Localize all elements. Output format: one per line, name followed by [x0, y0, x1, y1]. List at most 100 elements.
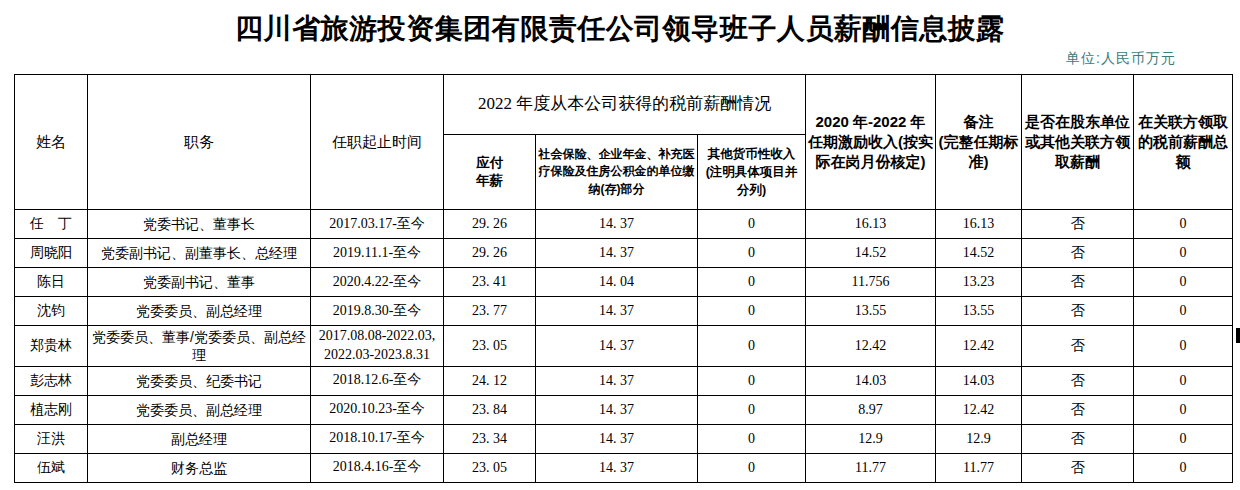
cell-position: 党委副书记、副董事长、总经理 [88, 239, 311, 268]
cell-related: 否 [1022, 210, 1134, 239]
cell-incentive: 12.9 [806, 424, 936, 453]
cell-related: 否 [1022, 297, 1134, 326]
cell-insurance: 14. 37 [536, 326, 698, 367]
col-header-related-party: 是否在股东单位或其他关联方领取薪酬 [1022, 75, 1134, 210]
cell-name: 任 丁 [15, 210, 88, 239]
cell-remark: 12.42 [936, 395, 1022, 424]
cell-remark: 12.9 [936, 424, 1022, 453]
cell-term: 2020.4.22-至今 [311, 268, 444, 297]
cell-related_total: 0 [1134, 424, 1233, 453]
col-header-position: 职务 [88, 75, 311, 210]
cell-annual: 23. 77 [444, 297, 536, 326]
cell-insurance: 14. 37 [536, 395, 698, 424]
cell-annual: 23. 05 [444, 453, 536, 482]
salary-table: 姓名 职务 任职起止时间 2022 年度从本公司获得的税前薪酬情况 2020 年… [14, 74, 1233, 483]
cell-name: 彭志林 [15, 366, 88, 395]
cell-annual: 29. 26 [444, 210, 536, 239]
unit-label: 单位:人民币万元 [0, 48, 1176, 68]
cell-position: 财务总监 [88, 453, 311, 482]
cell-position: 副总经理 [88, 424, 311, 453]
col-header-name: 姓名 [15, 75, 88, 210]
cell-annual: 23. 84 [444, 395, 536, 424]
cell-annual: 23. 05 [444, 326, 536, 367]
cell-incentive: 8.97 [806, 395, 936, 424]
cell-incentive: 16.13 [806, 210, 936, 239]
cell-related_total: 0 [1134, 297, 1233, 326]
cell-remark: 13.55 [936, 297, 1022, 326]
cell-remark: 13.23 [936, 268, 1022, 297]
cell-annual: 24. 12 [444, 366, 536, 395]
table-row: 伍斌财务总监2018.4.16-至今23. 0514. 37011.7711.7… [15, 453, 1233, 482]
cell-name: 郑贵林 [15, 326, 88, 367]
cell-insurance: 14. 37 [536, 453, 698, 482]
cell-related: 否 [1022, 366, 1134, 395]
cell-related_total: 0 [1134, 326, 1233, 367]
table-row: 陈日党委副书记、董事2020.4.22-至今23. 4114. 04011.75… [15, 268, 1233, 297]
cell-insurance: 14. 37 [536, 424, 698, 453]
cell-incentive: 11.77 [806, 453, 936, 482]
cell-position: 党委副书记、董事 [88, 268, 311, 297]
cell-related: 否 [1022, 326, 1134, 367]
cell-term: 2019.11.1-至今 [311, 239, 444, 268]
cell-other: 0 [698, 366, 806, 395]
col-header-related-salary: 在关联方领取的税前薪酬总额 [1134, 75, 1233, 210]
cell-other: 0 [698, 453, 806, 482]
cell-other: 0 [698, 297, 806, 326]
cell-other: 0 [698, 268, 806, 297]
cell-name: 陈日 [15, 268, 88, 297]
cell-related: 否 [1022, 239, 1134, 268]
table-row: 郑贵林党委委员、董事/党委委员、副总经理2017.08.08-2022.03, … [15, 326, 1233, 367]
cell-insurance: 14. 37 [536, 366, 698, 395]
cell-other: 0 [698, 239, 806, 268]
cell-name: 沈钧 [15, 297, 88, 326]
cell-related_total: 0 [1134, 395, 1233, 424]
cell-name: 周晓阳 [15, 239, 88, 268]
cell-incentive: 14.03 [806, 366, 936, 395]
table-row: 周晓阳党委副书记、副董事长、总经理2019.11.1-至今29. 2614. 3… [15, 239, 1233, 268]
cell-position: 党委书记、董事长 [88, 210, 311, 239]
cell-name: 汪洪 [15, 424, 88, 453]
cell-position: 党委委员、副总经理 [88, 297, 311, 326]
table-row: 植志刚党委委员、副总经理2020.10.23-至今23. 8414. 37 0 8.… [15, 395, 1233, 424]
scrollbar-thumb[interactable] [1236, 328, 1240, 343]
cell-related_total: 0 [1134, 366, 1233, 395]
cell-related: 否 [1022, 268, 1134, 297]
page-title: 四川省旅游投资集团有限责任公司领导班子人员薪酬信息披露 [0, 10, 1240, 48]
cell-name: 伍斌 [15, 453, 88, 482]
table-body: 任 丁党委书记、董事长2017.03.17-至今29. 2614. 37016.… [15, 210, 1233, 483]
cell-incentive: 11.756 [806, 268, 936, 297]
col-header-term: 任职起止时间 [311, 75, 444, 210]
cell-insurance: 14. 37 [536, 239, 698, 268]
cell-name: 植志刚 [15, 395, 88, 424]
cell-annual: 29. 26 [444, 239, 536, 268]
document-page: 四川省旅游投资集团有限责任公司领导班子人员薪酬信息披露 单位:人民币万元 姓名 … [0, 0, 1240, 490]
cell-term: 2018.10.17-至今 [311, 424, 444, 453]
table-row: 任 丁党委书记、董事长2017.03.17-至今29. 2614. 37016.… [15, 210, 1233, 239]
cell-term: 2019.8.30-至今 [311, 297, 444, 326]
table-row: 汪洪副总经理2018.10.17-至今23. 3414. 37012.912.9… [15, 424, 1233, 453]
cell-remark: 14.03 [936, 366, 1022, 395]
cell-incentive: 13.55 [806, 297, 936, 326]
cell-position: 党委委员、副总经理 [88, 395, 311, 424]
cell-related: 否 [1022, 395, 1134, 424]
header-row-top: 姓名 职务 任职起止时间 2022 年度从本公司获得的税前薪酬情况 2020 年… [15, 75, 1233, 135]
cell-related_total: 0 [1134, 239, 1233, 268]
cell-related_total: 0 [1134, 210, 1233, 239]
cell-incentive: 14.52 [806, 239, 936, 268]
cell-annual: 23. 41 [444, 268, 536, 297]
table-row: 沈钧党委委员、副总经理2019.8.30-至今23. 7714. 37013.5… [15, 297, 1233, 326]
cell-related_total: 0 [1134, 268, 1233, 297]
col-header-remark: 备注 (完整任期标准) [936, 75, 1022, 210]
col-header-incentive: 2020 年-2022 年任期激励收入(按实际在岗月份核定) [806, 75, 936, 210]
cell-term: 2020.10.23-至今 [311, 395, 444, 424]
cell-term: 2017.03.17-至今 [311, 210, 444, 239]
cell-insurance: 14. 37 [536, 210, 698, 239]
col-header-insurance: 社会保险、企业年金、补充医疗保险及住房公积金的单位缴纳(存)部分 [536, 135, 698, 210]
cell-term: 2017.08.08-2022.03, 2022.03-2023.8.31 [311, 326, 444, 367]
cell-other: 0 [698, 210, 806, 239]
col-header-salary-group: 2022 年度从本公司获得的税前薪酬情况 [444, 75, 806, 135]
cell-remark: 12.42 [936, 326, 1022, 367]
cell-remark: 11.77 [936, 453, 1022, 482]
cell-other: 0 [698, 424, 806, 453]
cell-insurance: 14. 04 [536, 268, 698, 297]
